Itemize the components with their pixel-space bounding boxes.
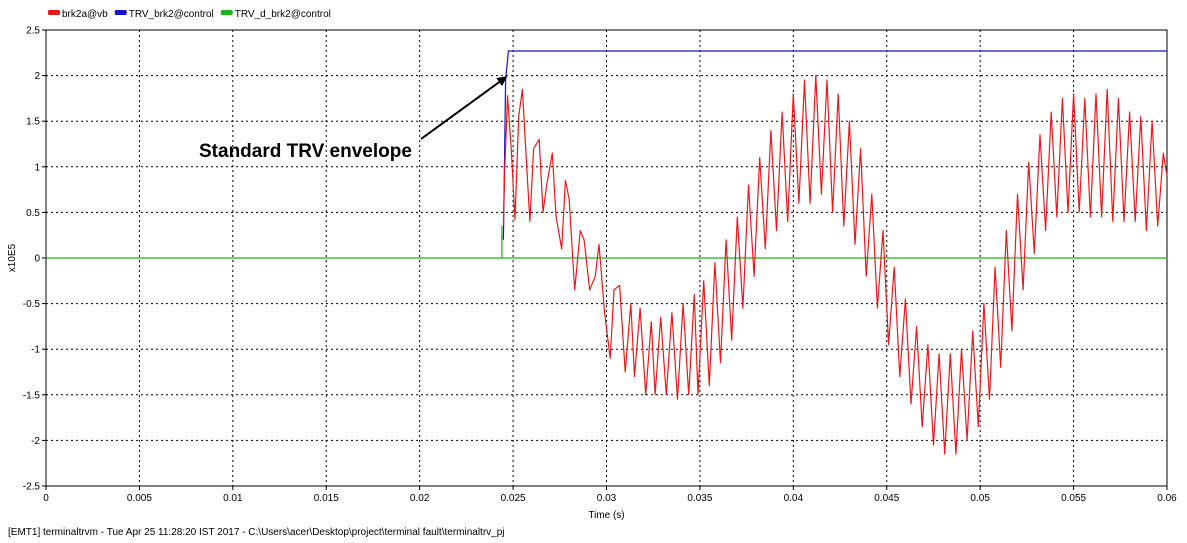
y-tick-label: 2 [34, 71, 40, 82]
y-tick-label: -1.5 [23, 390, 41, 401]
x-tick-label: 0.035 [687, 493, 712, 504]
x-ticks: 0 0.005 0.01 0.015 0.02 0.025 0.03 0.035 0.04 0.0… [43, 486, 1177, 504]
x-tick-label: 0.05 [970, 493, 990, 504]
x-tick-label: 0.015 [314, 493, 339, 504]
x-tick-label: 0.045 [874, 493, 899, 504]
x-tick-label: 0.03 [597, 493, 617, 504]
series-line-trv-brk2-control [502, 50, 1167, 240]
series-layer [46, 50, 1168, 455]
x-tick-label: 0.025 [501, 493, 526, 504]
chart: brk2a@vb TRV_brk2@control TRV_d_brk2@contr… [7, 9, 1177, 520]
y-tick-label: -2 [31, 436, 40, 447]
y-tick-label: 0.5 [26, 208, 40, 219]
y-tick-label: 1 [34, 162, 40, 173]
x-tick-label: 0.04 [784, 493, 804, 504]
x-tick-label: 0.06 [1157, 493, 1177, 504]
legend-swatch [220, 10, 233, 15]
y-ticks: 2.5 2 1.5 1 0.5 0 -0.5 -1 -1.5 -2 -2.5 [23, 26, 46, 493]
x-tick-label: 0.02 [410, 493, 430, 504]
x-tick-label: 0.01 [223, 493, 243, 504]
annotation-arrow [420, 76, 508, 140]
y-tick-label: 0 [34, 254, 40, 265]
series-line-trv-d-brk2-control [46, 225, 1167, 259]
y-tick-label: 2.5 [26, 26, 40, 37]
legend-entry: TRV_d_brk2@control [235, 9, 331, 20]
y-axis-label: x10E5 [7, 243, 18, 272]
x-tick-label: 0.055 [1061, 493, 1086, 504]
series-line-brk2a-vb [502, 74, 1168, 455]
x-tick-label: 0.005 [127, 493, 152, 504]
y-tick-label: -2.5 [23, 482, 41, 493]
y-tick-label: 1.5 [26, 117, 40, 128]
legend-entry: brk2a@vb [62, 9, 108, 20]
x-axis-label: Time (s) [588, 510, 624, 520]
legend-entry: TRV_brk2@control [129, 9, 214, 20]
legend-swatch [48, 10, 60, 15]
y-tick-label: -1 [31, 345, 40, 356]
y-tick-label: -0.5 [23, 299, 41, 310]
status-bar: [EMT1] terminaltrvm - Tue Apr 25 11:28:2… [8, 527, 505, 538]
x-tick-label: 0 [43, 493, 49, 504]
legend: brk2a@vb TRV_brk2@control TRV_d_brk2@contr… [48, 9, 331, 20]
legend-swatch [114, 10, 127, 15]
annotation-text: Standard TRV envelope [199, 141, 412, 162]
